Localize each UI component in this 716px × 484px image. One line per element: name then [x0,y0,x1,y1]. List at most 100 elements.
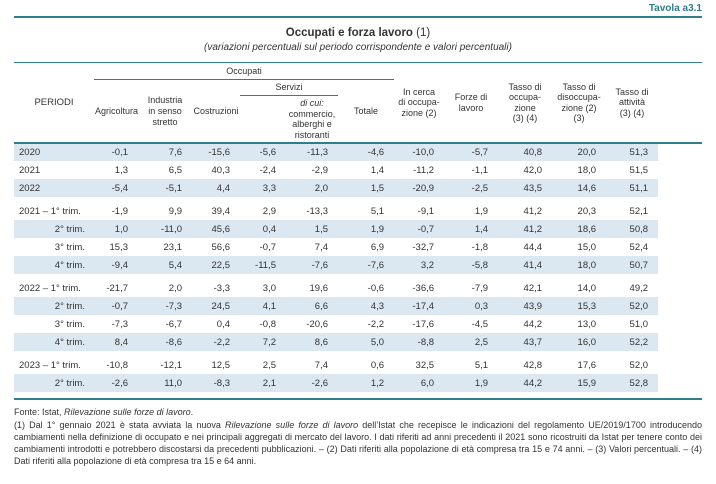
value-cell: 52,0 [606,297,659,316]
header-di-cui-commercio: di cui: commercio, alberghi e ristoranti [286,96,338,144]
value-cell: -1,1 [471,164,489,176]
value-cell: -0,7 [259,241,276,253]
value-cell: -15,6 [192,143,240,162]
value-cell: 56,6 [211,241,231,253]
value-cell: -21,7 [106,282,128,294]
table-row: 2° trim. -0,7 -7,3 24,5 4,1 6,6 4,3 -17,4 0,3 43,… [14,297,703,316]
filler-cell [658,143,703,162]
value-cell: -2,6 [286,374,338,393]
period-cell: 2021 [19,164,41,176]
table-row: 3° trim. -7,3 -6,7 0,4 -0,8 -20,6 -2,2 -17,6 -4,… [14,315,702,333]
group-spacer-row [14,197,703,203]
value-cell: 17,6 [577,359,597,371]
value-cell: 50,7 [606,256,659,275]
value-cell: -2,6 [94,374,138,393]
header-group-occupati: Occupati [94,62,395,80]
value-cell: 0,4 [240,220,286,239]
table-subtitle: (variazioni percentuali sul periodo corr… [204,42,512,53]
value-cell: -11,2 [413,164,435,176]
value-cell: 15,0 [577,241,597,253]
filler-cell [658,179,703,198]
header-tasso-di-attivita: Tasso di attività (3) (4) [615,86,649,119]
table-row: 2021 1,3 6,5 40,3 -2,4 -2,9 1,4 -11,2 -1,1 42,0 18… [14,161,702,179]
value-cell: -4,5 [471,318,489,330]
value-cell: -11,0 [138,220,192,239]
value-cell: 11,0 [138,374,192,393]
filler-cell [658,333,703,352]
filler-cell [658,220,703,239]
header-costruzioni: Costruzioni [193,105,239,116]
filler-cell [658,374,703,393]
value-cell: 19,6 [309,282,329,294]
value-cell: 1,0 [94,220,138,239]
value-cell: 3,3 [240,179,286,198]
table-row: 2022 -5,4 -5,1 4,4 3,3 2,0 1,5 -20,9 -2,5 43,5 14,… [14,179,703,198]
group-spacer-row [14,351,703,357]
header-row-servizi-sub: di cui: commercio, alberghi e ristoranti [14,96,702,144]
value-cell: -10,8 [106,359,128,371]
value-cell: 42,0 [523,164,543,176]
value-cell: 18,6 [552,220,607,239]
footnote-1-rest: dell’Istat che recepisce le indicazioni … [14,420,703,466]
value-cell: 6,9 [370,241,385,253]
value-cell: -32,7 [412,241,435,253]
value-cell: -10,0 [394,143,445,162]
document-page: Tavola a3.1 Occupati e forza lavoro (1) … [14,3,703,466]
table-title: Occupati e forza lavoro (1) [14,27,702,39]
value-cell: -5,6 [240,143,286,162]
value-cell: -1,9 [111,205,128,217]
value-cell: 20,3 [577,205,597,217]
value-cell: 2,0 [168,282,182,294]
value-cell: 51,5 [629,164,649,176]
value-cell: 44,2 [498,374,553,393]
value-cell: 51,1 [606,179,659,198]
table-row: 2° trim. -2,6 11,0 -8,3 2,1 -2,6 1,2 6,0 1,9 44,2… [14,374,703,393]
value-cell: 7,4 [314,241,328,253]
value-cell: 5,4 [138,256,192,275]
table-row: 3° trim. 15,3 23,1 56,6 -0,7 7,4 6,9 -32,7 -1,8 4… [14,238,702,256]
value-cell: 12,5 [211,359,231,371]
table-row: 2023 – 1° trim. -10,8 -12,1 12,5 2,5 7,4 0,6 32… [14,356,702,374]
period-cell: 2023 – 1° trim. [19,359,81,371]
period-cell: 2022 – 1° trim. [19,282,81,294]
value-cell: 1,9 [338,220,395,239]
source-note-suffix: . [190,407,194,418]
value-cell: 44,4 [523,241,543,253]
value-cell: 15,3 [109,241,129,253]
value-cell: 51,0 [629,318,649,330]
value-cell: 4,4 [192,179,240,198]
value-cell: 42,1 [523,282,543,294]
value-cell: -0,1 [94,143,138,162]
value-cell: 52,2 [606,333,659,352]
header-row-groups: PERIODI Occupati In cerca di occupa- zio… [14,62,702,123]
header-totale: Totale [354,105,379,116]
value-cell: -5,1 [138,179,192,198]
tavola-reference-label: Tavola a3.1 [648,3,702,14]
value-cell: 5,1 [474,359,489,371]
header-forze-di-lavoro: Forze di lavoro [454,92,488,113]
di-cui-label: di cui: [300,98,324,108]
value-cell: -4,6 [338,143,395,162]
filler-cell [658,256,703,275]
table-title-text: Occupati e forza lavoro [285,27,413,39]
value-cell: 0,6 [370,359,385,371]
header-filler [658,63,702,144]
header-group-servizi: Servizi [240,79,338,96]
value-cell: 44,2 [523,318,543,330]
table-header: PERIODI Occupati In cerca di occupa- zio… [14,62,703,144]
value-cell: 9,9 [168,205,182,217]
period-cell: 2020 [14,143,94,162]
value-cell: -13,3 [306,205,328,217]
value-cell: -9,4 [94,256,138,275]
header-row-occupati-columns: Agricoltura Industria in senso stretto C… [14,79,702,127]
value-cell: -2,5 [444,179,499,198]
filler-cell [658,297,703,316]
value-cell: 49,2 [629,282,649,294]
value-cell: 45,6 [192,220,240,239]
period-cell: 4° trim. [14,256,94,275]
value-cell: 1,4 [370,164,385,176]
filler-cell [658,279,702,297]
value-cell: 6,0 [394,374,445,393]
value-cell: 14,0 [577,282,597,294]
value-cell: 2,5 [444,333,499,352]
